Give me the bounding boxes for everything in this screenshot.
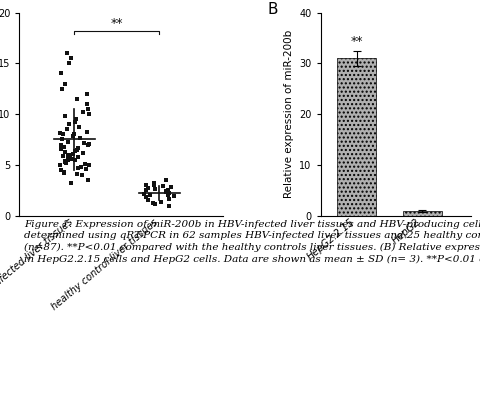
Point <box>67 55 75 62</box>
Point <box>66 151 74 158</box>
Point <box>85 161 93 168</box>
Point <box>165 190 173 197</box>
Point <box>64 151 72 158</box>
Point <box>71 131 78 138</box>
Point <box>79 109 86 116</box>
Point <box>73 95 81 102</box>
Point <box>60 143 68 150</box>
Point <box>61 158 69 164</box>
Point <box>61 148 69 155</box>
Point <box>165 196 172 203</box>
Point <box>59 131 67 138</box>
Point <box>140 191 148 198</box>
Point <box>64 138 72 145</box>
Point <box>84 141 92 148</box>
Point <box>146 192 154 198</box>
Point <box>162 188 170 195</box>
Point <box>84 140 92 147</box>
Point <box>162 177 170 183</box>
Point <box>63 126 71 133</box>
Point <box>150 180 157 186</box>
Point <box>84 106 92 112</box>
Point <box>150 182 158 188</box>
Point <box>142 194 150 201</box>
Point <box>83 100 90 107</box>
Point <box>159 183 167 190</box>
Point <box>65 121 72 128</box>
Text: Figure 1. Expression of miR-200b in HBV-infected liver tissues and HBV-producing: Figure 1. Expression of miR-200b in HBV-… <box>24 219 480 264</box>
Point <box>56 130 64 137</box>
Point <box>149 181 157 188</box>
Point <box>82 166 89 172</box>
Point <box>165 202 173 209</box>
Point <box>84 177 92 183</box>
Point <box>151 186 158 193</box>
Point <box>61 80 69 87</box>
Point <box>84 90 91 97</box>
Point <box>57 145 64 152</box>
Point <box>65 60 73 67</box>
Point <box>57 141 65 148</box>
Point <box>71 119 79 126</box>
Text: **: ** <box>110 17 123 30</box>
Text: **: ** <box>350 35 362 48</box>
Point <box>60 152 67 159</box>
Point <box>73 146 81 153</box>
Point <box>67 180 74 186</box>
Point <box>144 185 151 191</box>
Point <box>69 151 77 157</box>
Point <box>78 172 85 178</box>
Point <box>71 156 79 163</box>
Point <box>80 139 87 146</box>
Point <box>167 184 174 191</box>
Point <box>142 187 150 193</box>
Bar <box>336 58 375 216</box>
Point <box>60 168 68 175</box>
Point <box>61 113 69 119</box>
Point <box>56 161 63 168</box>
Point <box>76 135 84 142</box>
Point <box>73 171 81 177</box>
Point <box>162 189 169 196</box>
Bar <box>402 211 441 216</box>
Point <box>164 187 171 193</box>
Point <box>149 200 156 207</box>
Point <box>77 163 84 170</box>
Text: B: B <box>267 3 278 18</box>
Point <box>72 116 80 123</box>
Point <box>79 149 87 156</box>
Point <box>74 153 82 160</box>
Point <box>58 136 66 143</box>
Point <box>64 156 72 163</box>
Point <box>156 199 164 206</box>
Point <box>75 124 83 131</box>
Point <box>142 182 150 188</box>
Point <box>170 193 178 200</box>
Point <box>57 167 65 173</box>
Point <box>151 201 158 208</box>
Point <box>83 129 91 136</box>
Point <box>64 154 72 161</box>
Y-axis label: Relative expression of miR-200b: Relative expression of miR-200b <box>283 30 293 198</box>
Point <box>62 160 70 166</box>
Point <box>68 156 76 162</box>
Point <box>58 85 66 92</box>
Point <box>57 70 64 77</box>
Point <box>85 111 93 118</box>
Point <box>63 50 71 56</box>
Point <box>71 147 79 154</box>
Point <box>61 158 69 165</box>
Point <box>60 170 68 176</box>
Point <box>144 197 152 204</box>
Point <box>69 133 76 140</box>
Point <box>73 165 81 171</box>
Point <box>164 192 171 198</box>
Point <box>74 144 82 151</box>
Point <box>81 161 88 167</box>
